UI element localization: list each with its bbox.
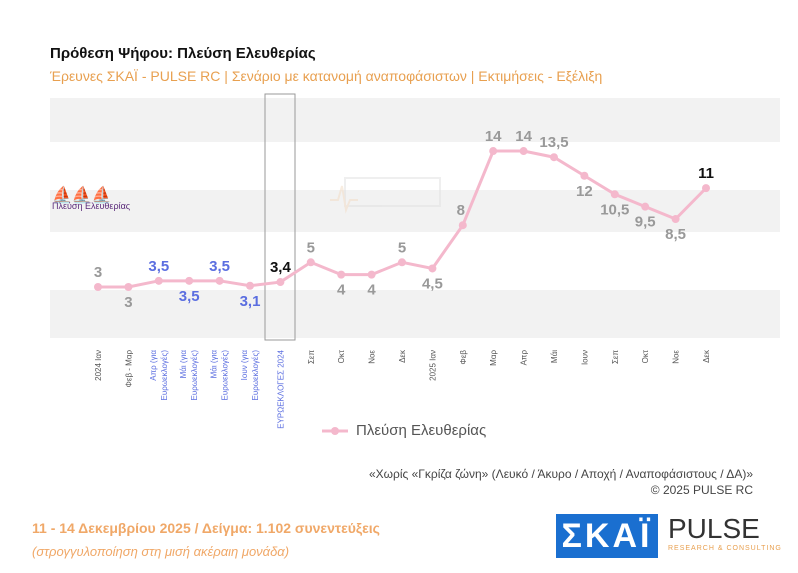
data-label: 3,5 bbox=[179, 288, 200, 305]
legend: Πλεύση Ελευθερίας bbox=[322, 422, 486, 439]
data-label: 4 bbox=[367, 282, 376, 299]
x-tick-label: Σεπ bbox=[611, 350, 620, 365]
x-tick-label: Οκτ bbox=[641, 349, 650, 363]
x-tick-label-line2: Ευρωεκλογές) bbox=[190, 350, 199, 401]
x-tick-label: Σεπ bbox=[307, 350, 316, 365]
copyright: © 2025 PULSE RC bbox=[650, 483, 753, 497]
data-label: 8,5 bbox=[665, 226, 686, 243]
x-tick-label: Δεκ bbox=[398, 349, 407, 363]
data-point bbox=[276, 278, 285, 287]
x-tick-label: Νοε bbox=[672, 350, 681, 364]
data-label: 8 bbox=[457, 202, 465, 219]
data-point bbox=[641, 202, 650, 211]
x-tick-label: 2024 Ιαν bbox=[94, 350, 103, 381]
survey-dates: 11 - 14 Δεκεμβρίου 2025 / Δείγμα: 1.102 … bbox=[32, 520, 380, 536]
data-label: 13,5 bbox=[539, 134, 568, 151]
data-label: 11 bbox=[698, 165, 714, 182]
data-point bbox=[337, 270, 346, 279]
data-label: 3,1 bbox=[240, 293, 261, 310]
x-tick-label: Απρ (για bbox=[149, 350, 158, 381]
data-label: 3,5 bbox=[148, 258, 169, 275]
skai-logo: ΣΚΑΪ bbox=[556, 514, 658, 558]
x-tick-label: Φεβ bbox=[459, 350, 468, 365]
x-tick-label: ΕΥΡΩΕΚΛΟΓΕΣ 2024 bbox=[276, 349, 285, 428]
x-tick-label: Δεκ bbox=[702, 349, 711, 363]
grid-band bbox=[50, 290, 780, 338]
note-line: «Χωρίς «Γκρίζα ζώνη» (Λευκό / Άκυρο / Απ… bbox=[368, 467, 753, 481]
grid-band bbox=[50, 98, 780, 142]
x-tick-label: Οκτ bbox=[337, 349, 346, 363]
data-point bbox=[124, 283, 133, 291]
x-tick-label-line2: Ευρωεκλογές) bbox=[221, 350, 230, 401]
party-logo: ⛵⛵⛵ Πλεύση Ελευθερίας bbox=[52, 187, 131, 212]
legend-marker bbox=[322, 426, 348, 435]
data-label: 4,5 bbox=[422, 275, 443, 292]
data-label: 14 bbox=[515, 128, 532, 145]
watermark bbox=[330, 177, 441, 214]
x-tick-label-line2: Ευρωεκλογές) bbox=[251, 350, 260, 401]
x-tick-label: Φεβ - Μαρ bbox=[124, 350, 133, 388]
x-tick-label: 2025 Ιαν bbox=[428, 350, 437, 381]
data-label: 3 bbox=[124, 294, 132, 311]
data-point bbox=[580, 171, 589, 180]
data-point bbox=[215, 276, 224, 285]
data-label: 12 bbox=[576, 183, 593, 200]
data-label: 3,4 bbox=[270, 259, 292, 276]
data-point bbox=[398, 258, 406, 267]
x-tick-label-line2: Ευρωεκλογές) bbox=[160, 350, 169, 401]
data-point bbox=[94, 283, 102, 291]
x-tick-label: Μαρ bbox=[489, 350, 498, 366]
data-point bbox=[519, 147, 528, 156]
data-point bbox=[185, 276, 194, 285]
note: «Χωρίς «Γκρίζα ζώνη» (Λευκό / Άκυρο / Απ… bbox=[369, 466, 753, 498]
x-tick-label: Ιουν bbox=[580, 350, 589, 365]
data-point bbox=[367, 270, 376, 279]
rounding-note: (στρογγυλοποίηση στη μισή ακέραιη μονάδα… bbox=[32, 544, 290, 559]
data-point bbox=[428, 264, 437, 273]
data-point bbox=[458, 221, 467, 230]
x-tick-label: Μάι bbox=[550, 350, 559, 363]
data-label: 5 bbox=[398, 239, 406, 256]
data-label: 3 bbox=[94, 264, 102, 281]
data-label: 14 bbox=[485, 128, 502, 145]
data-label: 4 bbox=[337, 282, 346, 299]
x-tick-label: Απρ bbox=[520, 350, 529, 366]
x-tick-label: Μάι (για bbox=[210, 350, 219, 379]
data-label: 5 bbox=[307, 239, 315, 256]
data-point bbox=[702, 184, 710, 193]
data-point bbox=[306, 258, 315, 267]
x-tick-label: Νοε bbox=[368, 350, 377, 364]
data-point bbox=[671, 215, 680, 224]
x-tick-label: Ιουν (για bbox=[240, 350, 249, 381]
pulse-logo: PULSE RESEARCH & CONSULTING bbox=[668, 513, 782, 553]
data-label: 9,5 bbox=[635, 214, 656, 231]
data-point bbox=[246, 281, 254, 290]
data-label: 3,5 bbox=[209, 258, 230, 275]
chart-subtitle: Έρευνες ΣΚΑΪ - PULSE RC | Σενάριο με κατ… bbox=[50, 68, 603, 84]
highlight-box bbox=[264, 93, 296, 341]
chart-title: Πρόθεση Ψήφου: Πλεύση Ελευθερίας bbox=[50, 45, 316, 62]
data-label: 10,5 bbox=[600, 201, 629, 218]
data-point bbox=[489, 147, 498, 156]
data-point bbox=[154, 276, 163, 285]
data-point bbox=[610, 190, 619, 199]
x-tick-label: Μάι (για bbox=[179, 350, 188, 379]
data-point bbox=[550, 153, 558, 162]
legend-label: Πλεύση Ελευθερίας bbox=[356, 422, 487, 439]
